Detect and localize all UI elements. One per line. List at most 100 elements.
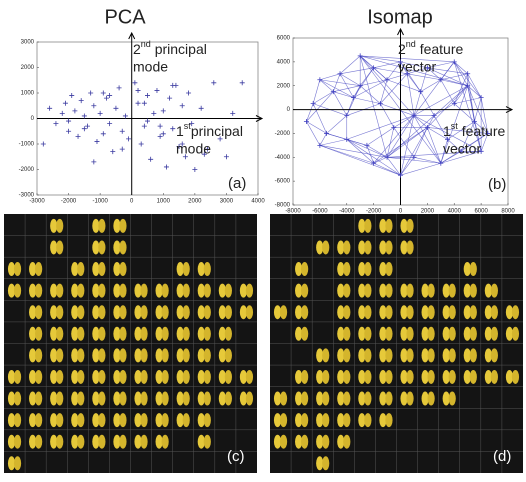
lung-right — [449, 284, 456, 298]
lung-right — [470, 305, 477, 319]
lung-right — [385, 370, 392, 384]
lung-right — [301, 370, 308, 384]
lung-right — [162, 305, 169, 319]
lung-right — [204, 305, 211, 319]
lung-right — [14, 262, 21, 276]
lung-right — [204, 262, 211, 276]
lung-right — [140, 413, 147, 427]
x-tick-label: 1000 — [157, 199, 171, 205]
lung-right — [14, 392, 21, 406]
lung-right — [98, 413, 105, 427]
lung-right — [35, 392, 42, 406]
annotation-line2: vector — [443, 141, 481, 157]
lung-right — [364, 262, 371, 276]
annotation-superscript: nd — [141, 39, 151, 49]
lung-right — [119, 413, 126, 427]
lung-right — [56, 370, 63, 384]
x-tick-label: 2000 — [421, 209, 435, 215]
lung-right — [470, 284, 477, 298]
panel-label: (d) — [493, 448, 511, 465]
lung-right — [428, 348, 435, 362]
panel-label: (b) — [488, 176, 506, 193]
lung-right — [204, 348, 211, 362]
lung-right — [35, 435, 42, 449]
lung-right — [385, 348, 392, 362]
lung-right — [204, 435, 211, 449]
y-tick-label: -1000 — [19, 142, 35, 148]
lung-right — [119, 370, 126, 384]
lung-right — [280, 413, 287, 427]
lung-right — [183, 392, 190, 406]
lung-right — [322, 456, 329, 470]
lung-right — [225, 284, 232, 298]
lung-right — [246, 284, 253, 298]
lung-right — [428, 284, 435, 298]
lung-right — [56, 413, 63, 427]
lung-right — [406, 392, 413, 406]
lung-right — [512, 305, 519, 319]
annotation-text: feature — [458, 123, 506, 139]
lung-right — [35, 305, 42, 319]
lung-right — [162, 348, 169, 362]
annotation-text: principal — [151, 41, 207, 57]
lung-right — [406, 284, 413, 298]
lung-right — [406, 327, 413, 341]
lung-right — [343, 327, 350, 341]
lung-right — [140, 348, 147, 362]
x-tick-label: -2000 — [61, 199, 77, 205]
lung-right — [162, 392, 169, 406]
x-tick-label: -3000 — [29, 199, 45, 205]
lung-right — [280, 435, 287, 449]
annotation-line2: vector — [398, 59, 436, 75]
lung-right — [14, 284, 21, 298]
lung-right — [77, 435, 84, 449]
panel-label: (a) — [228, 175, 246, 192]
lung-right — [385, 240, 392, 254]
lung-right — [385, 392, 392, 406]
lung-right — [385, 262, 392, 276]
lung-right — [225, 327, 232, 341]
lung-right — [204, 327, 211, 341]
lung-right — [56, 327, 63, 341]
lung-right — [343, 305, 350, 319]
lung-right — [140, 392, 147, 406]
lung-right — [204, 370, 211, 384]
lung-right — [183, 262, 190, 276]
lung-right — [301, 262, 308, 276]
lung-right — [119, 240, 126, 254]
lung-right — [35, 262, 42, 276]
x-tick-label: 3000 — [220, 199, 234, 205]
lung-right — [343, 348, 350, 362]
lung-right — [364, 219, 371, 233]
lung-right — [77, 327, 84, 341]
lung-right — [246, 305, 253, 319]
y-tick-label: -2000 — [275, 131, 291, 137]
lung-right — [119, 327, 126, 341]
lung-right — [322, 240, 329, 254]
y-tick-label: -2000 — [19, 167, 35, 173]
lung-right — [428, 305, 435, 319]
lung-right — [385, 305, 392, 319]
x-tick-label: -6000 — [312, 209, 328, 215]
lung-right — [98, 262, 105, 276]
lung-right — [364, 392, 371, 406]
annotation-superscript: nd — [406, 39, 416, 49]
chart-title: PCA — [104, 6, 146, 28]
lung-right — [35, 284, 42, 298]
lung-right — [322, 392, 329, 406]
lung-right — [428, 370, 435, 384]
lung-right — [204, 413, 211, 427]
lung-right — [225, 392, 232, 406]
lung-right — [512, 370, 519, 384]
lung-right — [14, 456, 21, 470]
panel-label: (c) — [227, 448, 245, 465]
lung-right — [322, 370, 329, 384]
lung-right — [98, 435, 105, 449]
lung-right — [162, 370, 169, 384]
lung-right — [162, 284, 169, 298]
lung-right — [140, 327, 147, 341]
lung-right — [280, 392, 287, 406]
lung-right — [491, 327, 498, 341]
lung-right — [225, 348, 232, 362]
y-tick-label: -6000 — [275, 179, 291, 185]
